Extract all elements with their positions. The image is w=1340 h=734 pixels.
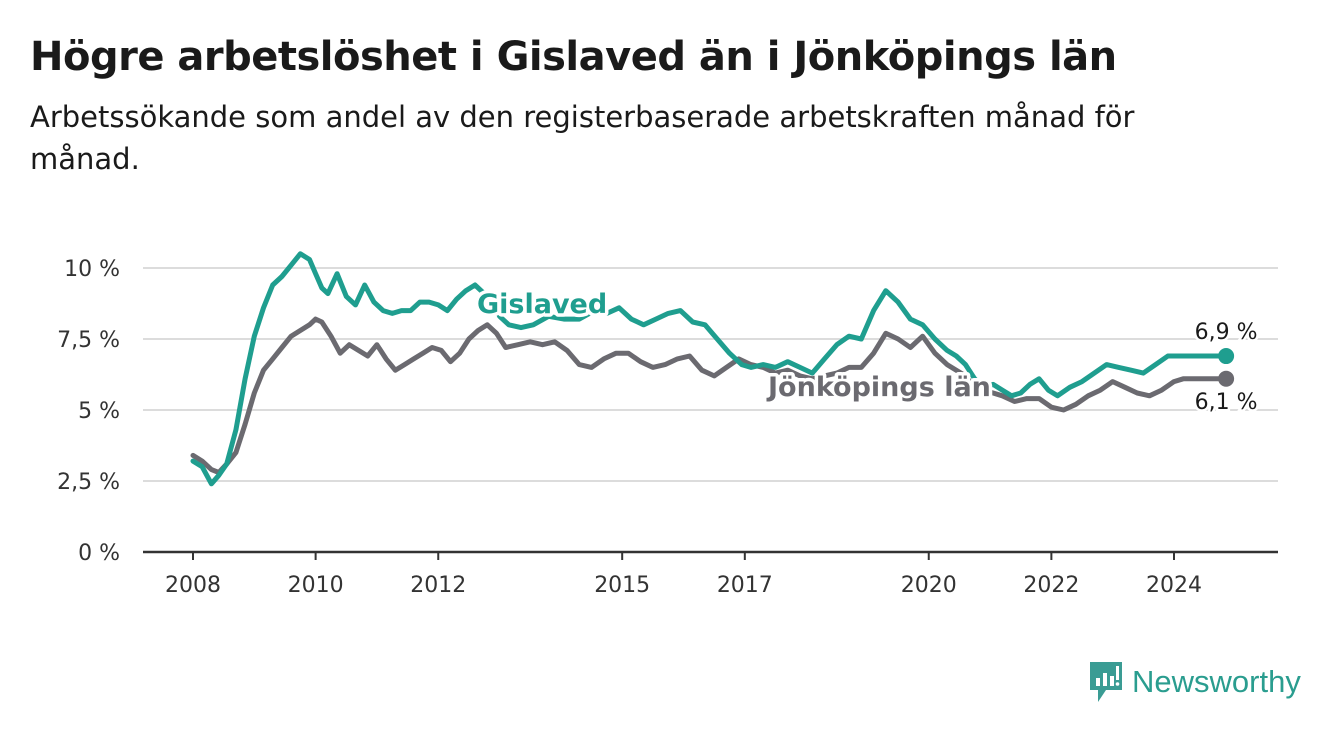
series-lines xyxy=(190,251,1229,487)
newsworthy-brand[interactable]: Newsworthy xyxy=(1088,660,1301,704)
end-label-jonkoping: 6,1 % xyxy=(1195,390,1258,415)
chart-title: Högre arbetslöshet i Gislaved än i Jönkö… xyxy=(30,34,1117,80)
x-tick-label: 2008 xyxy=(165,573,221,598)
series-line-gislaved xyxy=(190,251,1229,487)
y-tick-label: 7,5 % xyxy=(57,328,120,353)
series-label-gislaved: Gislaved xyxy=(477,289,607,320)
x-axis: 2008 2010 2012 2015 2017 2020 2022 2024 xyxy=(143,550,1278,598)
x-tick-label: 2015 xyxy=(594,573,650,598)
series-label-jonkoping: Jönköpings län xyxy=(766,372,991,403)
end-point-gislaved xyxy=(1218,348,1235,365)
x-tick-label: 2020 xyxy=(901,573,957,598)
x-tick-label: 2010 xyxy=(288,573,344,598)
end-label-gislaved: 6,9 % xyxy=(1195,320,1258,345)
y-tick-label: 0 % xyxy=(78,541,120,566)
y-tick-label: 5 % xyxy=(78,399,120,424)
newsworthy-logo-icon xyxy=(1090,662,1122,702)
x-tick-label: 2022 xyxy=(1023,573,1079,598)
chart-subtitle: Arbetssökande som andel av den registerb… xyxy=(30,100,1135,176)
x-tick-label: 2024 xyxy=(1146,573,1202,598)
brand-name: Newsworthy xyxy=(1132,664,1301,699)
end-point-jonkoping xyxy=(1218,370,1235,387)
x-tick-label: 2017 xyxy=(717,573,773,598)
y-tick-label: 10 % xyxy=(64,257,120,282)
series-labels: 6,9 % 6,1 % Gislaved Jönköpings län xyxy=(474,286,1261,418)
x-tick-label: 2012 xyxy=(410,573,466,598)
y-axis-labels: 0 % 2,5 % 5 % 7,5 % 10 % xyxy=(57,257,120,566)
y-tick-label: 2,5 % xyxy=(57,470,120,495)
series-line-jonkoping xyxy=(190,316,1229,475)
